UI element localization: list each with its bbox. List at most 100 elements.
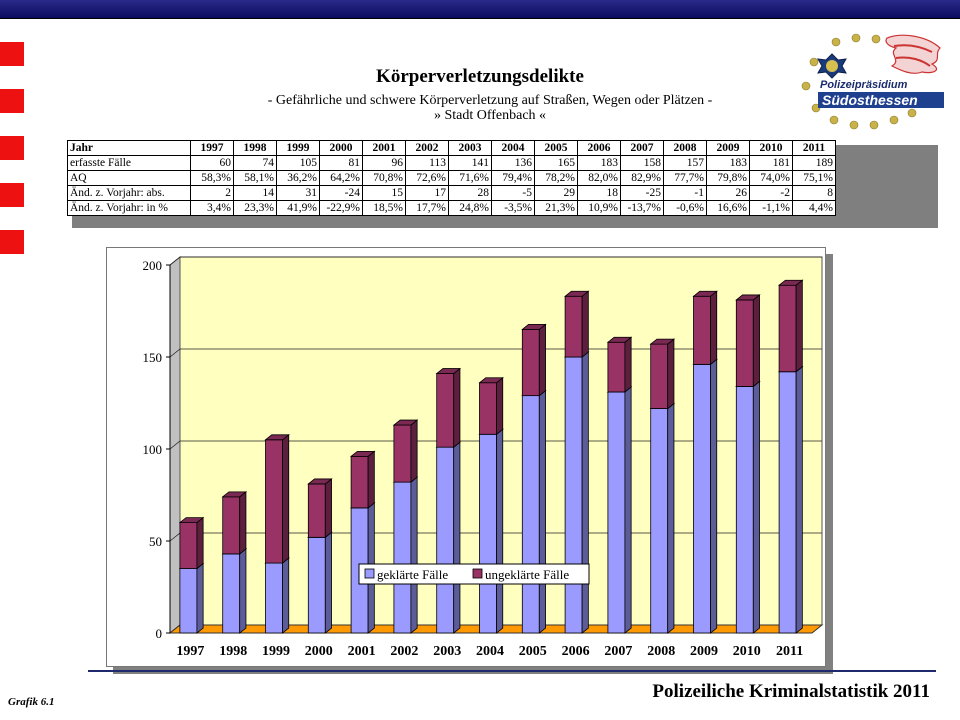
x-tick-label: 2008 [647, 644, 675, 659]
table-header-cell: 2002 [405, 140, 449, 156]
table-cell: 24,8% [448, 200, 492, 216]
bar-unsolved-top [649, 338, 676, 345]
bar-unsolved-side [496, 376, 504, 436]
table-cell: 64,2% [319, 170, 363, 186]
footer-divider [88, 670, 936, 672]
logo-lion-shape [885, 34, 941, 74]
y-tick-label: 200 [143, 258, 163, 273]
bar-solved [307, 536, 326, 634]
bar-unsolved [436, 373, 455, 448]
table-row: erfasste Fälle 60 74 105 81 96 113 141 136 165 183… [67, 155, 836, 171]
gridline [169, 256, 822, 266]
y-tick-label: 150 [143, 350, 163, 365]
table-cell: 4,4% [792, 200, 836, 216]
bar-unsolved [735, 299, 754, 387]
table-header-cell: 2011 [792, 140, 836, 156]
bar-unsolved-side [710, 290, 718, 366]
table-header-cell: 2005 [534, 140, 578, 156]
table-cell: -25 [620, 185, 664, 201]
table-cell: 79,4% [491, 170, 535, 186]
bar-unsolved-side [282, 433, 290, 564]
logo-text-line1: Polizeipräsidium [820, 79, 908, 91]
bar-unsolved [265, 439, 283, 564]
table-cell: 136 [491, 155, 535, 171]
bar-unsolved [607, 341, 626, 393]
bar-unsolved-top [264, 434, 290, 441]
y-tick-label: 0 [156, 626, 163, 641]
x-tick-label: 2010 [733, 644, 761, 659]
bar-solved-side [324, 531, 332, 634]
footer-title: Polizeiliche Kriminalstatistik 2011 [652, 681, 930, 702]
bar-unsolved [650, 343, 669, 409]
bar-solved-side [538, 389, 546, 634]
bar-unsolved [179, 522, 198, 570]
bar-unsolved [564, 295, 583, 358]
table-cell: 10,9% [577, 200, 621, 216]
table-header-cell: 1997 [190, 140, 234, 156]
bar-chart: 0 50 100 150 200 1997 1998 1999 2000 2001 2002 2003… [143, 255, 824, 659]
bar-solved-side [710, 358, 718, 634]
bar-solved [479, 433, 497, 634]
bar-solved [179, 568, 198, 634]
table-cell: 77,7% [663, 170, 707, 186]
table-cell: -3,5% [491, 200, 535, 216]
table-row-label: AQ [67, 170, 191, 186]
table-cell: 96 [362, 155, 406, 171]
bar-solved-side [624, 386, 632, 634]
table-header-cell: 2006 [577, 140, 621, 156]
table-cell: 18,5% [362, 200, 406, 216]
table-header-cell: 2007 [620, 140, 664, 156]
x-tick-label: 2006 [562, 644, 590, 659]
bullet-square [0, 230, 24, 254]
legend-swatch-unsolved [472, 568, 483, 579]
table-cell: -5 [491, 185, 535, 201]
bar-unsolved-top [435, 368, 462, 374]
logo-stars [801, 33, 917, 130]
table-header-cell: 1999 [276, 140, 320, 156]
table-cell: 183 [706, 155, 750, 171]
table-cell: 71,6% [448, 170, 492, 186]
bar-unsolved-top [478, 377, 504, 384]
table-header-cell: 2001 [362, 140, 406, 156]
bar-solved-side [496, 428, 504, 634]
x-tick-label: 2001 [348, 644, 376, 659]
bar-solved [521, 395, 540, 634]
bullet-square [0, 89, 24, 113]
table-cell: 3,4% [190, 200, 234, 216]
table-cell: 79,8% [706, 170, 750, 186]
table-cell: 78,2% [534, 170, 578, 186]
table-header-cell: 2004 [491, 140, 535, 156]
bar-unsolved-top [692, 290, 718, 297]
x-tick-label: 2002 [390, 644, 418, 659]
table-cell: 189 [792, 155, 836, 171]
bar-unsolved-top [349, 450, 376, 457]
bar-unsolved-top [392, 419, 419, 426]
table-cell: -1 [663, 185, 707, 201]
bar-solved [265, 562, 283, 634]
bar-solved-side [410, 476, 418, 634]
x-tick-label: 2007 [604, 644, 632, 659]
bar-unsolved-side [410, 419, 418, 483]
bar-unsolved [393, 424, 412, 483]
table-cell: 17,7% [405, 200, 449, 216]
y-tick-label: 100 [143, 442, 163, 457]
table-cell: 105 [276, 155, 320, 171]
bar-solved [222, 553, 241, 634]
bar-solved-side [239, 548, 247, 634]
bar-unsolved-top [606, 336, 633, 343]
x-tick-label: 2011 [776, 644, 803, 659]
table-cell: 82,9% [620, 170, 664, 186]
table-cell: 28 [448, 185, 492, 201]
bar-unsolved-side [196, 516, 204, 570]
bullet-square [0, 183, 24, 207]
table-cell: 41,9% [276, 200, 320, 216]
table-cell: 113 [405, 155, 449, 171]
bullet-square [0, 136, 24, 160]
bar-unsolved-side [538, 323, 546, 397]
grafik-label: Grafik 6.1 [8, 696, 55, 708]
x-tick-label: 2000 [305, 644, 333, 659]
table-cell: 23,3% [233, 200, 277, 216]
bar-unsolved-top [221, 491, 248, 498]
table-header-cell: 2000 [319, 140, 363, 156]
legend-label-solved: geklärte Fälle [377, 567, 448, 582]
